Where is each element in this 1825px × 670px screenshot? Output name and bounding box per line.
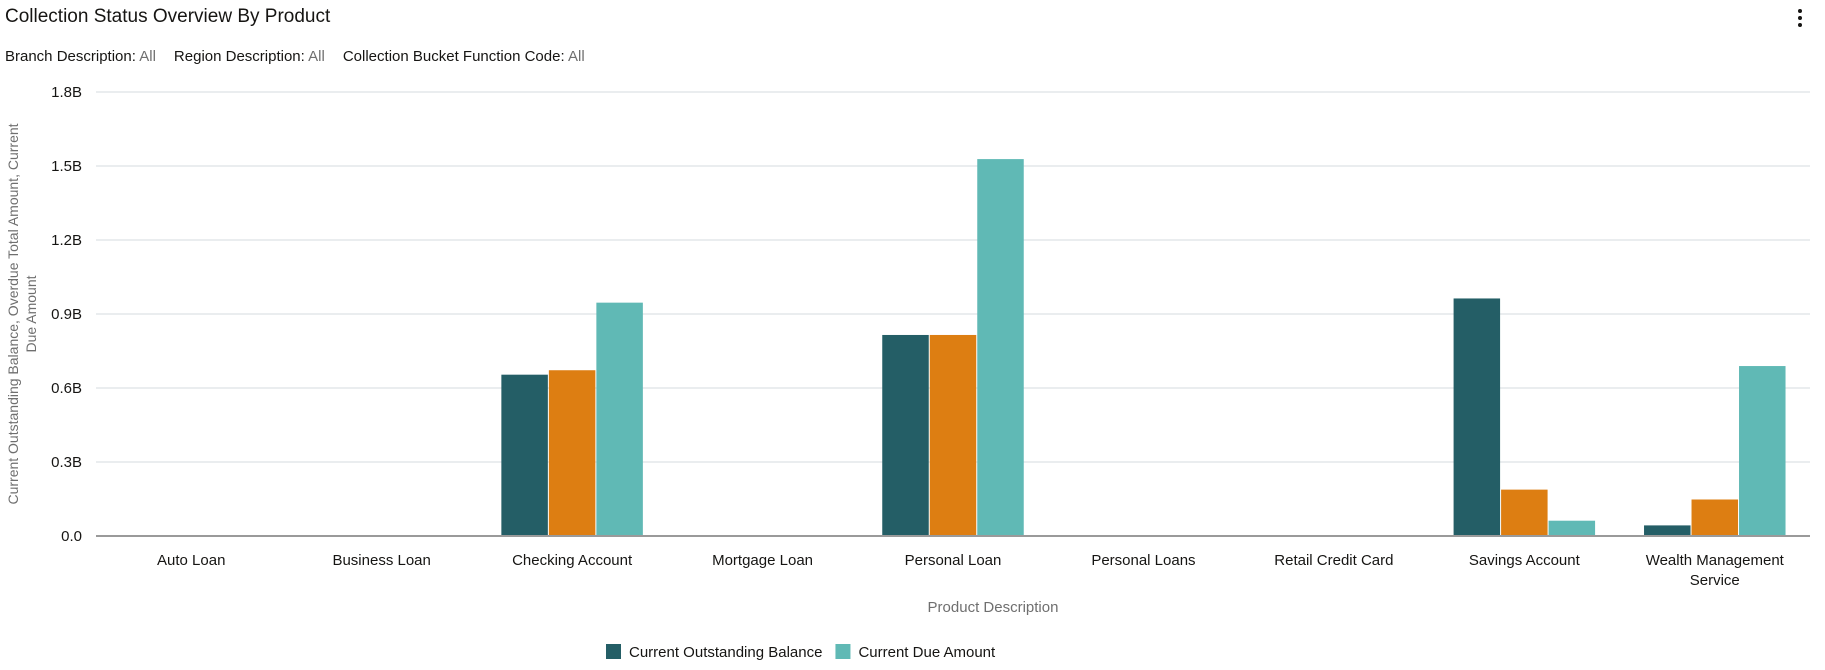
chart-title: Collection Status Overview By Product [5, 6, 331, 27]
x-tick-label-line: Mortgage Loan [712, 552, 813, 569]
y-axis-title-line: Due Amount [23, 275, 39, 352]
bar [596, 302, 643, 536]
x-tick-label: Retail Credit Card [1274, 552, 1393, 569]
x-tick-label-line: Wealth Management [1646, 552, 1785, 569]
legend-label: Current Outstanding Balance [629, 644, 822, 661]
legend-swatch [835, 644, 851, 659]
bar [1501, 489, 1548, 536]
bar [1691, 499, 1739, 536]
x-tick-label-line: Checking Account [512, 552, 633, 569]
x-tick-label-line: Savings Account [1469, 552, 1581, 569]
x-tick-label: Business Loan [332, 552, 430, 569]
bar [1644, 525, 1691, 536]
bar [1548, 520, 1596, 536]
filter-bar: Branch Description: All Region Descripti… [5, 48, 585, 65]
legend-label: Current Due Amount [858, 644, 996, 661]
x-tick-label-line: Personal Loan [905, 552, 1002, 569]
y-tick-label: 0.9B [51, 306, 82, 323]
filter-collection-bucket[interactable]: Collection Bucket Function Code: All [342, 48, 585, 65]
x-tick-label-line: Retail Credit Card [1274, 552, 1393, 569]
bar [501, 374, 548, 536]
x-tick-label: Auto Loan [157, 552, 225, 569]
bar [1739, 366, 1786, 536]
x-tick-label: Personal Loan [905, 552, 1002, 569]
x-axis-title: Product Description [928, 599, 1059, 616]
x-tick-label: Mortgage Loan [712, 552, 813, 569]
y-axis-title-line: Current Outstanding Balance, Overdue Tot… [5, 123, 21, 504]
y-tick-label: 1.5B [51, 158, 82, 175]
y-tick-label: 0.0 [61, 528, 82, 545]
bar [929, 334, 977, 536]
y-axis-title: Current Outstanding Balance, Overdue Tot… [5, 123, 39, 504]
x-tick-label-line: Personal Loans [1091, 552, 1195, 569]
legend-swatch [606, 644, 621, 659]
x-tick-label-line: Auto Loan [157, 552, 225, 569]
y-tick-label: 0.3B [51, 454, 82, 471]
x-tick-label-line: Service [1690, 572, 1740, 589]
bar [977, 159, 1024, 537]
filter-branch[interactable]: Branch Description: All [5, 48, 156, 65]
y-tick-label: 1.2B [51, 232, 82, 249]
y-tick-label: 0.6B [51, 380, 82, 397]
kebab-vertical-icon[interactable] [1790, 6, 1810, 30]
bar [1453, 298, 1501, 536]
bar [548, 370, 596, 536]
bar [882, 334, 929, 536]
filter-region[interactable]: Region Description: All [173, 48, 325, 65]
y-tick-label: 1.8B [51, 84, 82, 101]
x-tick-label: Personal Loans [1091, 552, 1195, 569]
x-tick-label: Wealth Management Service [1646, 552, 1785, 589]
x-tick-label-line: Business Loan [332, 552, 430, 569]
x-tick-label: Checking Account [512, 552, 633, 569]
x-tick-label: Savings Account [1469, 552, 1581, 569]
